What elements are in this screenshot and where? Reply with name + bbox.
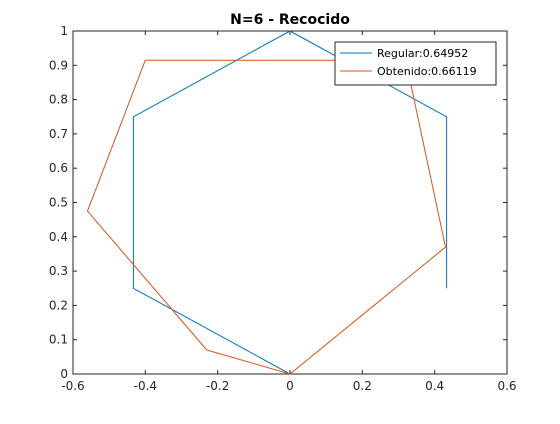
- y-tick-label: 0: [60, 367, 68, 381]
- x-tick-label: 0: [286, 379, 294, 393]
- y-tick-label: 0.8: [49, 93, 68, 107]
- x-tick-label: -0.4: [134, 379, 157, 393]
- y-tick-label: 0.3: [49, 264, 68, 278]
- x-tick-label: 0.2: [353, 379, 372, 393]
- y-tick-label: 0.9: [49, 58, 68, 72]
- x-tick-label: -0.6: [61, 379, 84, 393]
- y-tick-label: 0.4: [49, 230, 68, 244]
- axes-box: [72, 30, 508, 375]
- legend-label-1: Regular:0.64952: [377, 47, 468, 60]
- y-tick-label: 0.2: [49, 298, 68, 312]
- legend-label-2: Obtenido:0.66119: [377, 65, 477, 78]
- x-tick-label: -0.2: [206, 379, 229, 393]
- x-tick-label: 0.6: [497, 379, 516, 393]
- y-tick-label: 0.6: [49, 161, 68, 175]
- x-tick-label: 0.4: [425, 379, 444, 393]
- series-line-1: [132, 30, 448, 375]
- legend-box: [334, 41, 497, 86]
- y-tick-label: 0.7: [49, 127, 68, 141]
- y-tick-label: 0.1: [49, 333, 68, 347]
- series-line-2: [87, 59, 446, 375]
- y-tick-label: 0.5: [49, 196, 68, 210]
- y-tick-label: 1: [60, 24, 68, 38]
- chart-title: N=6 - Recocido: [230, 12, 350, 28]
- plot-area: -0.6 -0.4 -0.2 0 0.2 0.4 0.6 0 0.1 0.2 0.3 0.4 0.5 0.…: [49, 24, 517, 393]
